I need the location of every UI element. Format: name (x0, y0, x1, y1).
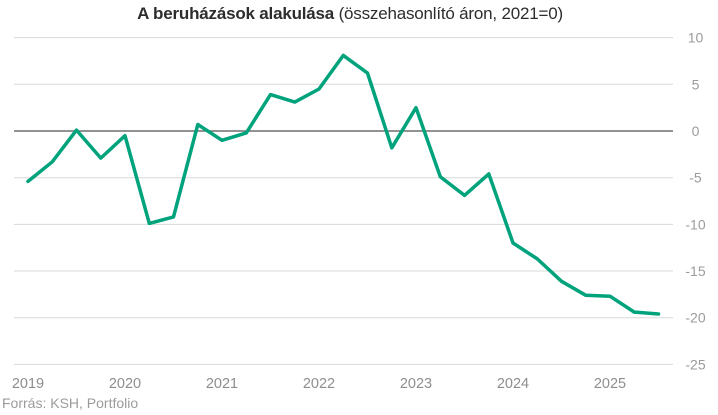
y-tick-label: -20 (685, 310, 705, 326)
x-tick-label: 2022 (303, 376, 335, 392)
chart-title: A beruházások alakulása (összehasonlító … (0, 4, 700, 24)
source-caption: Forrás: KSH, Portfolio (2, 395, 139, 411)
y-tick-label: -25 (685, 356, 705, 372)
x-tick-label: 2025 (594, 376, 626, 392)
y-tick-label: 10 (688, 30, 704, 46)
chart-title-main: A beruházások alakulása (137, 4, 335, 23)
y-tick-label: -5 (689, 170, 702, 186)
chart-title-subtitle: (összehasonlító áron, 2021=0) (334, 4, 564, 23)
x-tick-label: 2021 (206, 376, 238, 392)
y-tick-label: 5 (692, 76, 700, 92)
x-tick-label: 2019 (12, 376, 44, 392)
y-tick-label: -10 (685, 216, 705, 232)
x-tick-label: 2023 (400, 376, 432, 392)
y-tick-label: 0 (692, 123, 700, 139)
y-tick-label: -15 (685, 263, 705, 279)
investment-data-line (26, 53, 661, 316)
x-tick-label: 2020 (109, 376, 141, 392)
x-tick-label: 2024 (497, 376, 529, 392)
